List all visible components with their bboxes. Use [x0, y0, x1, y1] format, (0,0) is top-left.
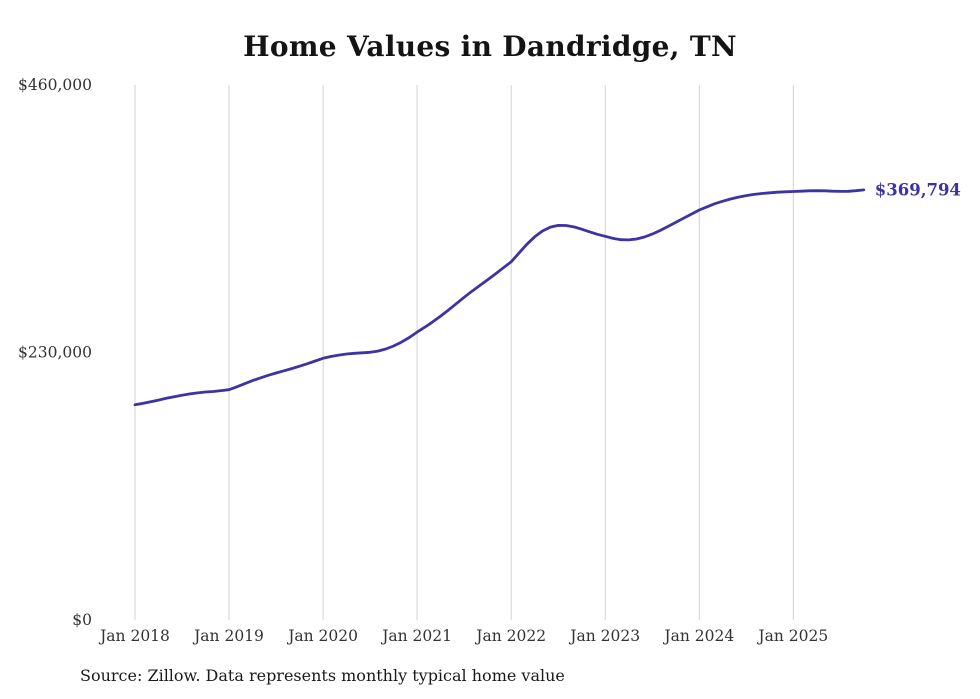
- x-axis-label: Jan 2024: [662, 627, 734, 645]
- x-axis-label: Jan 2019: [192, 627, 264, 645]
- x-axis-label: Jan 2020: [286, 627, 358, 645]
- source-note: Source: Zillow. Data represents monthly …: [80, 666, 565, 685]
- value-line: [133, 188, 866, 407]
- current-value-label: $369,794: [875, 180, 961, 199]
- y-axis-label: $0: [72, 611, 92, 629]
- y-axis-label: $230,000: [18, 344, 92, 362]
- x-axis-label: Jan 2025: [756, 627, 828, 645]
- x-axis-label: Jan 2023: [568, 627, 640, 645]
- x-axis-label: Jan 2022: [474, 627, 546, 645]
- chart-title: Home Values in Dandridge, TN: [243, 30, 737, 63]
- y-axis-label: $460,000: [18, 76, 92, 94]
- x-axis-label: Jan 2018: [98, 627, 170, 645]
- x-axis-label: Jan 2021: [380, 627, 452, 645]
